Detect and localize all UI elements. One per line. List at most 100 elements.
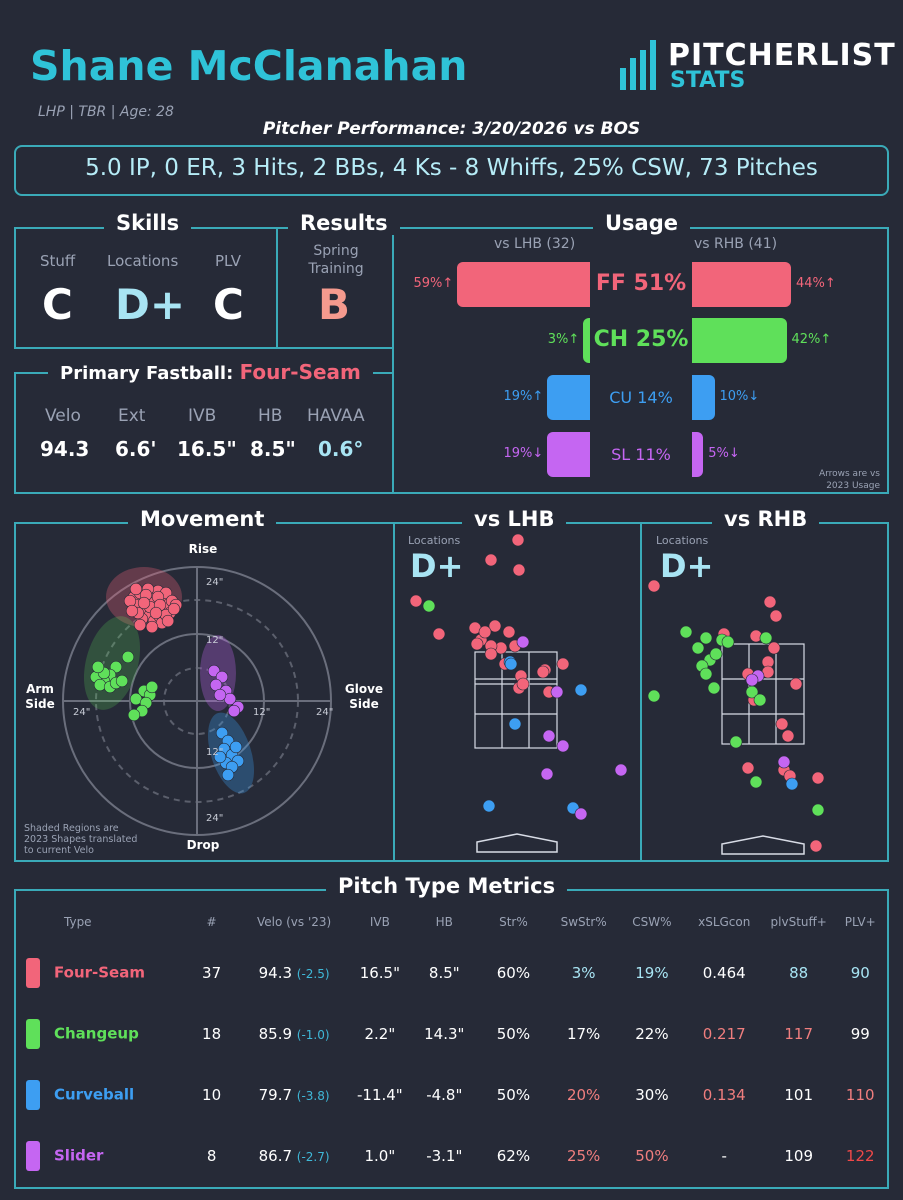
label-glove-side: Glove Side: [344, 682, 384, 711]
usage-value-lhb: 3%↑: [547, 332, 580, 347]
results-sub: Spring Training: [308, 243, 364, 277]
pitch-point: [115, 674, 129, 688]
divider-1: [393, 522, 395, 862]
metrics-header-row: Type # Velo (vs '23) IVB HB Str% SwStr% …: [26, 902, 886, 942]
count-cell: 8: [206, 1146, 217, 1165]
pitch-type-cell: Curveball: [26, 1064, 184, 1125]
pitch-type-name: Curveball: [54, 1085, 135, 1103]
usage-pitch-label: CU 14%: [609, 388, 673, 407]
col-header: IVB: [369, 915, 390, 929]
pitch-point: [145, 620, 159, 634]
pitch-point: [763, 595, 777, 609]
pitch-point: [741, 761, 755, 775]
col-header: PLV+: [844, 915, 876, 929]
plv-cell: 99: [850, 1024, 870, 1043]
pitch-point: [129, 582, 143, 596]
velo-cell: 85.9 (-1.0): [239, 1003, 349, 1064]
pitch-point: [149, 606, 163, 620]
fb-stat-value: 6.6': [115, 437, 157, 461]
usage-value-rhb: 44%↑: [796, 276, 836, 291]
pitch-point: [707, 681, 721, 695]
csw-cell: 50%: [635, 1146, 669, 1165]
velo-cell: 86.7 (-2.7): [239, 1125, 349, 1186]
col-header: xSLGcon: [698, 915, 751, 929]
col-header: CSW%: [632, 915, 672, 929]
lhb-locations-grade: D+: [410, 547, 464, 585]
str-cell: 50%: [496, 1024, 531, 1043]
usage-pitch-label: SL 11%: [611, 445, 671, 464]
velo-value: 79.7: [258, 1085, 297, 1104]
usage-bar-rhb: [692, 432, 704, 477]
pitch-point: [759, 631, 773, 645]
col-header: Velo (vs '23): [256, 915, 332, 929]
pitch-point: [574, 807, 588, 821]
pitch-point: [482, 799, 496, 813]
pitch-point: [516, 677, 530, 691]
velo-delta: (-2.7): [296, 1149, 330, 1164]
bars-logo-icon: [620, 40, 656, 90]
plv-cell: 110: [845, 1085, 875, 1104]
pitch-point: [769, 609, 783, 623]
performance-title: Pitcher Performance: 3/20/2026 vs BOS: [262, 119, 641, 139]
pitch-point: [542, 729, 556, 743]
usage-value-lhb: 59%↑: [413, 276, 454, 291]
ring-12-right: 12": [253, 707, 270, 718]
metrics-row: Changeup 18 85.9 (-1.0) 2.2" 14.3" 50% 17% 22% 0…: [26, 1003, 886, 1064]
col-header: #: [206, 915, 217, 929]
movement-title: Movement: [128, 507, 277, 531]
csw-cell: 19%: [635, 963, 669, 982]
movement-points: [89, 582, 245, 782]
pitch-point: [470, 637, 484, 651]
movement-locations-box: [14, 522, 889, 862]
plv-cell: 90: [850, 963, 870, 982]
swstr-cell: 17%: [566, 1024, 601, 1043]
skill-label: PLV: [215, 252, 242, 270]
pitch-point: [221, 768, 235, 782]
movement-rings: [62, 566, 332, 836]
fastball-box: [14, 372, 394, 494]
col-header: Type: [64, 915, 92, 929]
label-drop: Drop: [187, 838, 220, 852]
ivb-cell: 16.5": [359, 963, 401, 982]
skill-grade: C: [213, 280, 244, 329]
velo-delta: (-1.0): [296, 1027, 330, 1042]
stat-line: 5.0 IP, 0 ER, 3 Hits, 2 BBs, 4 Ks - 8 Wh…: [85, 155, 818, 181]
usage-value-rhb: 5%↓: [708, 446, 740, 461]
fastball-title: Primary Fastball:: [60, 363, 234, 384]
rhb-locations-grade: D+: [660, 547, 714, 585]
stuff-cell: 117: [784, 1024, 813, 1043]
hb-cell: 8.5": [428, 963, 460, 982]
pitch-point: [93, 678, 107, 692]
pitch-point: [478, 625, 492, 639]
pitch-color-swatch: [26, 1018, 40, 1049]
usage-bar-rhb: [692, 318, 787, 363]
velo-cell: 94.3 (-2.5): [239, 942, 349, 1003]
stuff-cell: 101: [784, 1085, 813, 1104]
fb-stat-value: 8.5": [250, 437, 296, 461]
pitch-point: [540, 767, 554, 781]
csw-cell: 22%: [635, 1024, 669, 1043]
usage-bar-lhb: [457, 262, 590, 307]
stat-line-box: [14, 145, 889, 196]
pitch-point: [753, 693, 767, 707]
count-cell: 18: [202, 1024, 222, 1043]
rhb-points: [647, 579, 825, 853]
lhb-location-plot: [409, 533, 628, 853]
pitch-point: [699, 631, 713, 645]
usage-rhb-label: vs RHB (41): [694, 236, 778, 252]
pitch-point: [789, 677, 803, 691]
usage-note: Arrows are vs 2023 Usage: [818, 469, 880, 491]
stuff-cell: 88: [789, 963, 809, 982]
rhb-location-plot: [647, 579, 825, 855]
usage-bar-rhb: [692, 262, 791, 307]
pitch-color-swatch: [26, 957, 40, 988]
usage-pitch-label: FF 51%: [595, 271, 687, 296]
pitch-point: [133, 618, 147, 632]
pitch-point: [550, 685, 564, 699]
fb-stat-label: Ext: [118, 406, 146, 426]
pitch-point: [745, 673, 759, 687]
usage-value-lhb: 19%↓: [503, 446, 544, 461]
usage-value-lhb: 19%↑: [503, 389, 544, 404]
fastball-type: Four-Seam: [239, 360, 361, 384]
skill-grade: C: [42, 280, 73, 329]
